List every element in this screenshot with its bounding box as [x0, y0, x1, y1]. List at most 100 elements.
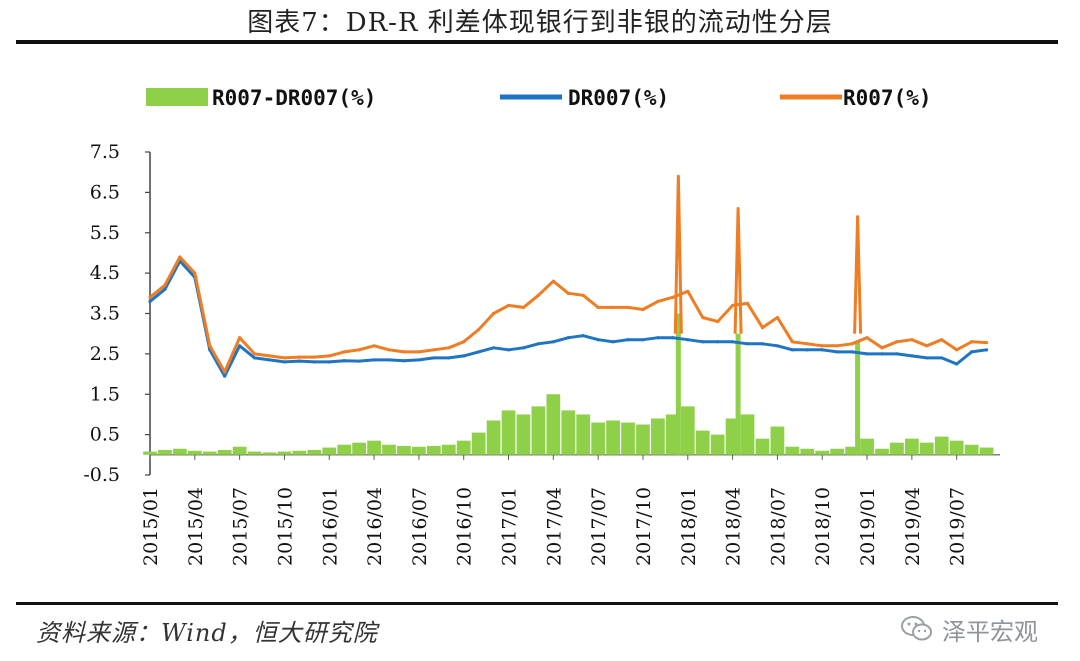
r007-line-point [641, 307, 645, 312]
dr007-line-point [790, 348, 794, 352]
r007-line-point [850, 342, 854, 346]
spread-spike [855, 341, 861, 455]
r007-line-point [297, 355, 301, 359]
spread-area-bar [934, 436, 949, 455]
dr007-line-point [686, 338, 690, 342]
r007-line-point [536, 293, 541, 297]
spread-area-bar [292, 450, 307, 455]
r007-line-point [178, 255, 182, 259]
r007-line-point [267, 354, 272, 358]
dr007-line-point [282, 360, 287, 364]
r007-line-point [686, 289, 690, 293]
dr007-line-point [432, 356, 436, 360]
spread-area-bar [785, 446, 800, 455]
spread-area-bar [143, 451, 157, 455]
dr007-line-point [984, 348, 989, 352]
r007-line-point [417, 350, 421, 354]
r007-line-point [163, 283, 167, 287]
spread-area-bar [232, 446, 247, 455]
dr007-line-point [491, 346, 496, 350]
dr007-line-point [850, 350, 854, 354]
y-tick-label: 5.5 [90, 222, 120, 244]
spread-area-bar [202, 451, 217, 455]
spread-area-bar [441, 444, 456, 455]
r007-line-point [671, 295, 675, 299]
dr007-line-point [252, 356, 257, 360]
dr007-line-point [447, 356, 451, 360]
spread-area-bar [606, 420, 620, 455]
y-tick-label: 0.5 [90, 424, 120, 446]
dr007-line-point [671, 336, 675, 340]
spread-area-bar [919, 442, 934, 455]
spread-area-bar [412, 446, 426, 455]
legend-label: R007-DR007(%) [212, 86, 376, 110]
dr007-line-point [701, 340, 705, 344]
r007-line-point [342, 350, 346, 354]
r007-line-point [462, 340, 466, 344]
dr007-line-point [805, 348, 809, 352]
spread-area-bar [815, 450, 830, 455]
spread-area-bar [695, 430, 710, 455]
spread-area-bar [337, 444, 352, 455]
spread-area-bar [158, 449, 172, 455]
r007-line-point [596, 305, 600, 310]
r007-line-point [716, 319, 720, 324]
dr007-line-point [402, 359, 406, 363]
dr007-line-point [731, 340, 735, 344]
chart: R007-DR007(%) DR007(%) R007(%) 7.5 6.5 5.5 4.… [83, 86, 1000, 566]
r007-line-point [566, 291, 570, 295]
dr007-line-point [312, 360, 316, 364]
bottom-divider [16, 602, 1058, 605]
spread-area-bar [322, 447, 337, 455]
dr007-line-point [611, 340, 615, 344]
r007-line-point [581, 293, 585, 297]
spread-area-bar [277, 451, 292, 455]
r007-line-point [955, 348, 959, 352]
y-tick-label: 6.5 [90, 181, 120, 203]
spread-area-bar [531, 406, 546, 455]
dr007-line-point [760, 342, 765, 346]
dr007-line-point [895, 352, 899, 356]
dr007-line-point [238, 344, 242, 348]
dr007-line-point [148, 299, 152, 303]
dr007-line-point [865, 352, 869, 356]
spread-area-bar [875, 448, 889, 455]
spread-area-bar [830, 448, 845, 455]
spread-area-bar [845, 446, 859, 455]
dr007-line-point [925, 356, 929, 360]
x-tick-label: 2016/10 [454, 487, 476, 566]
r007-line-point [238, 336, 242, 340]
dr007-line-point [775, 344, 780, 348]
y-tick-label: 3.5 [90, 303, 120, 325]
dr007-line-point [970, 350, 974, 354]
legend: R007-DR007(%) DR007(%) R007(%) [146, 86, 932, 110]
dr007-line-point [656, 336, 660, 340]
dr007-line-point [267, 358, 272, 362]
x-tick-label: 2016/01 [319, 487, 341, 566]
spread-area-bar [576, 414, 591, 455]
r007-line-point [940, 338, 944, 342]
dr007-line-point [297, 359, 301, 363]
spread-area-bar [217, 449, 232, 455]
r007-spike [733, 207, 743, 334]
spread-area-bar [471, 432, 486, 455]
spread-area-bar [770, 426, 785, 455]
spread-area-bar [949, 440, 964, 455]
x-tick-label: 2018/07 [767, 487, 789, 566]
dr007-line-point [596, 338, 600, 342]
r007-line-point [731, 303, 735, 308]
watermark-text: 泽平宏观 [942, 617, 1038, 646]
r007-line-point [775, 315, 780, 320]
dr007-line-point [910, 354, 914, 358]
r007-line-point [895, 340, 899, 344]
r007-line-point [193, 271, 197, 275]
r007-line-point [357, 348, 361, 352]
r007-line-point [865, 336, 869, 340]
spread-area-bar [890, 442, 904, 455]
x-tick-label: 2015/04 [185, 487, 207, 566]
spread-area-bar [501, 410, 516, 455]
spread-area-bar [397, 445, 411, 455]
x-tick-label: 2017/07 [588, 487, 610, 566]
spread-area-bar [740, 414, 755, 455]
dr007-line-point [387, 358, 391, 362]
